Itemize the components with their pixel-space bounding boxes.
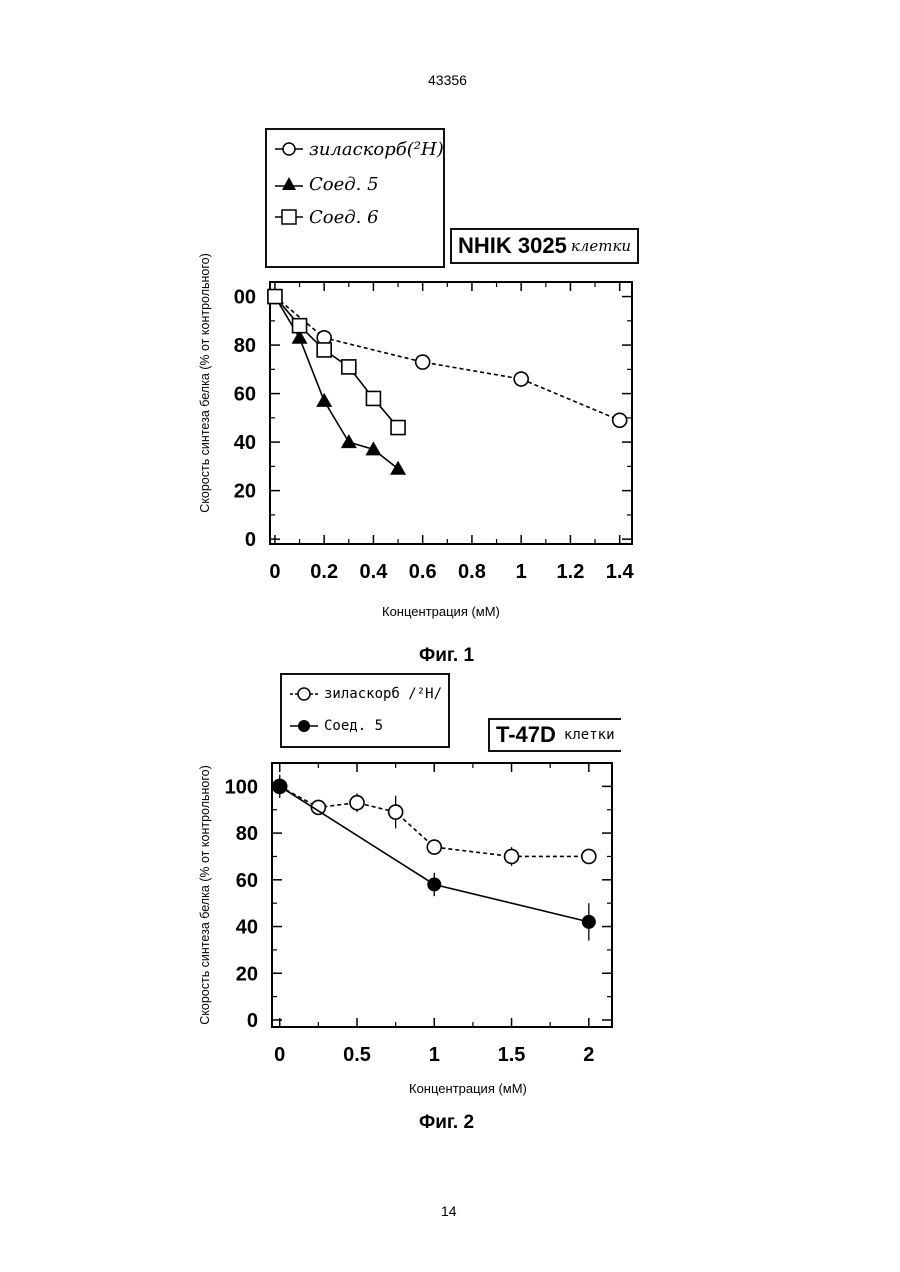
fig2-legend-item-comp5: Соед. 5	[290, 715, 383, 737]
fig1-legend-item-comp5: Соед. 5	[275, 173, 379, 195]
fig2-cell-line-suffix: клетки	[564, 727, 615, 743]
data-point-open-circle	[427, 840, 441, 854]
fig1-legend: зиласкорб(²H) Соед. 5 Соед. 6	[265, 128, 445, 268]
fig1-legend-item-zilascorb: зиласкорб(²H)	[275, 138, 444, 160]
fig1-legend-label-2: Соед. 5	[309, 174, 379, 195]
fig1-legend-label-1: зиласкорб(²H)	[309, 139, 444, 160]
data-point-open-circle	[389, 805, 403, 819]
data-point-filled-triangle	[316, 393, 332, 407]
data-point-filled-circle	[582, 915, 596, 929]
open-circle-icon	[290, 685, 318, 703]
plot-frame	[270, 282, 632, 544]
fig2-y-axis-title: Скорость синтеза белка (% от контрольног…	[198, 750, 212, 1040]
y-tick-label: 00	[234, 287, 256, 309]
y-tick-label: 20	[236, 963, 258, 985]
fig2-legend-label-1: зиласкорб /²H/	[324, 686, 442, 702]
y-tick-label: 80	[236, 823, 258, 845]
data-point-open-circle	[514, 372, 528, 386]
data-point-open-square	[342, 360, 356, 374]
fig2-caption: Фиг. 2	[419, 1112, 474, 1134]
y-tick-label: 100	[225, 776, 258, 798]
fig1-cell-line-label: NHIK 3025 клетки	[450, 228, 639, 264]
x-tick-label: 1.4	[606, 561, 635, 583]
fig1-y-axis-title: Скорость синтеза белка (% от контрольног…	[198, 238, 212, 528]
fig1-cell-line-name: NHIK 3025	[458, 233, 567, 259]
data-point-open-circle	[505, 849, 519, 863]
fig2-x-axis-title: Концентрация (мМ)	[409, 1081, 527, 1096]
series-line-3	[275, 297, 398, 428]
x-tick-label: 0	[269, 561, 280, 583]
data-point-open-circle	[416, 355, 430, 369]
fig2-cell-line-label: T-47D клетки	[488, 718, 621, 752]
data-point-filled-circle	[427, 877, 441, 891]
x-tick-label: 1	[516, 561, 527, 583]
data-point-filled-triangle	[390, 461, 406, 475]
y-tick-label: 40	[234, 432, 256, 454]
y-tick-label: 60	[234, 384, 256, 406]
data-point-open-square	[317, 343, 331, 357]
x-tick-label: 2	[583, 1044, 594, 1066]
fig2-cell-line-name: T-47D	[496, 722, 556, 748]
data-point-open-square	[366, 391, 380, 405]
open-circle-icon	[275, 140, 303, 158]
data-point-open-circle	[350, 796, 364, 810]
x-tick-label: 0	[274, 1044, 285, 1066]
filled-circle-icon	[290, 717, 318, 735]
fig2-legend: зиласкорб /²H/ Соед. 5	[280, 673, 450, 748]
y-tick-label: 0	[247, 1010, 258, 1032]
fig2-chart: 00.511.52020406080100	[200, 755, 660, 1075]
x-tick-label: 0.5	[343, 1044, 371, 1066]
x-tick-label: 0.2	[310, 561, 338, 583]
fig1-cell-line-suffix: клетки	[571, 237, 631, 255]
filled-triangle-icon	[275, 175, 303, 193]
fig2-legend-label-2: Соед. 5	[324, 718, 383, 734]
x-tick-label: 1.5	[498, 1044, 526, 1066]
y-tick-label: 80	[234, 335, 256, 357]
x-tick-label: 1	[429, 1044, 440, 1066]
open-square-icon	[275, 208, 303, 226]
data-point-open-square	[293, 319, 307, 333]
data-point-filled-circle	[273, 779, 287, 793]
y-tick-label: 60	[236, 870, 258, 892]
fig1-legend-label-3: Соед. 6	[309, 207, 379, 228]
x-tick-label: 0.6	[409, 561, 437, 583]
page-header-number: 43356	[428, 72, 467, 88]
page-footer-number: 14	[441, 1203, 457, 1219]
data-point-open-circle	[613, 413, 627, 427]
fig1-legend-item-comp6: Соед. 6	[275, 206, 379, 228]
y-tick-label: 0	[245, 529, 256, 551]
fig2-legend-item-zilascorb: зиласкорб /²H/	[290, 683, 442, 705]
fig1-x-axis-title: Концентрация (мМ)	[382, 604, 500, 619]
x-tick-label: 0.4	[360, 561, 389, 583]
data-point-open-square	[268, 290, 282, 304]
fig1-caption: Фиг. 1	[419, 645, 474, 667]
data-point-filled-triangle	[341, 434, 357, 448]
y-tick-label: 40	[236, 917, 258, 939]
fig1-chart: 0 0.2 0.4 0.6 0.8 1 1.2 1.4 0 20 40 60 80 00	[200, 270, 660, 590]
x-tick-label: 0.8	[458, 561, 486, 583]
data-point-open-circle	[582, 849, 596, 863]
x-tick-label: 1.2	[557, 561, 585, 583]
y-tick-label: 20	[234, 481, 256, 503]
data-point-open-square	[391, 421, 405, 435]
